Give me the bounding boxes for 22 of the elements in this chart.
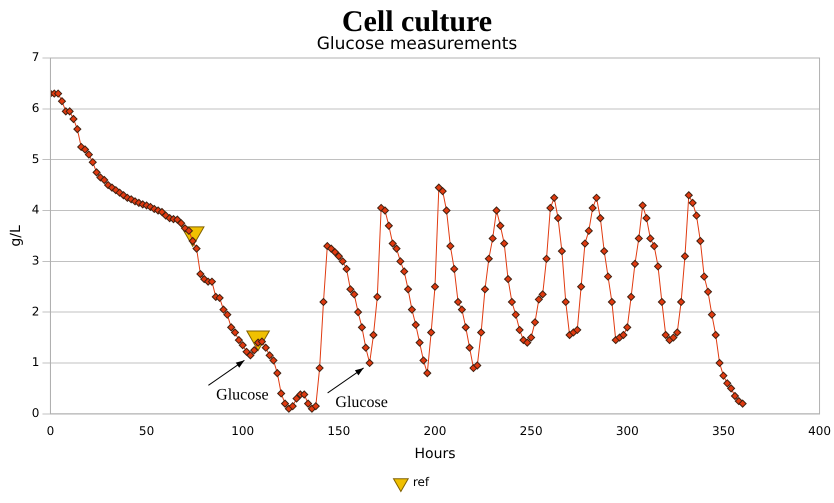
x-tick-label: 400 (808, 424, 831, 438)
x-tick-label: 300 (616, 424, 639, 438)
x-tick-label: 250 (520, 424, 543, 438)
y-tick-label: 5 (32, 152, 40, 166)
x-tick-label: 350 (712, 424, 735, 438)
x-tick-label: 100 (231, 424, 254, 438)
legend-label: ref (412, 475, 430, 490)
annotation: Glucose (216, 386, 269, 404)
y-tick-label: 7 (32, 50, 40, 64)
x-tick-label: 200 (424, 424, 446, 438)
annotation: Glucose (335, 394, 388, 412)
y-tick-label: 2 (32, 304, 40, 318)
y-tick-label: 4 (32, 202, 40, 217)
y-tick-label: 3 (32, 253, 40, 268)
y-tick-label: 0 (32, 406, 40, 420)
x-tick-label: 50 (138, 424, 154, 438)
y-tick-label: 6 (32, 100, 40, 115)
x-tick-label: 0 (46, 424, 54, 438)
x-axis-title: Hours (414, 446, 456, 462)
y-axis-title: g/L (8, 225, 24, 247)
x-tick-label: 150 (327, 424, 350, 438)
y-tick-label: 1 (32, 355, 40, 370)
